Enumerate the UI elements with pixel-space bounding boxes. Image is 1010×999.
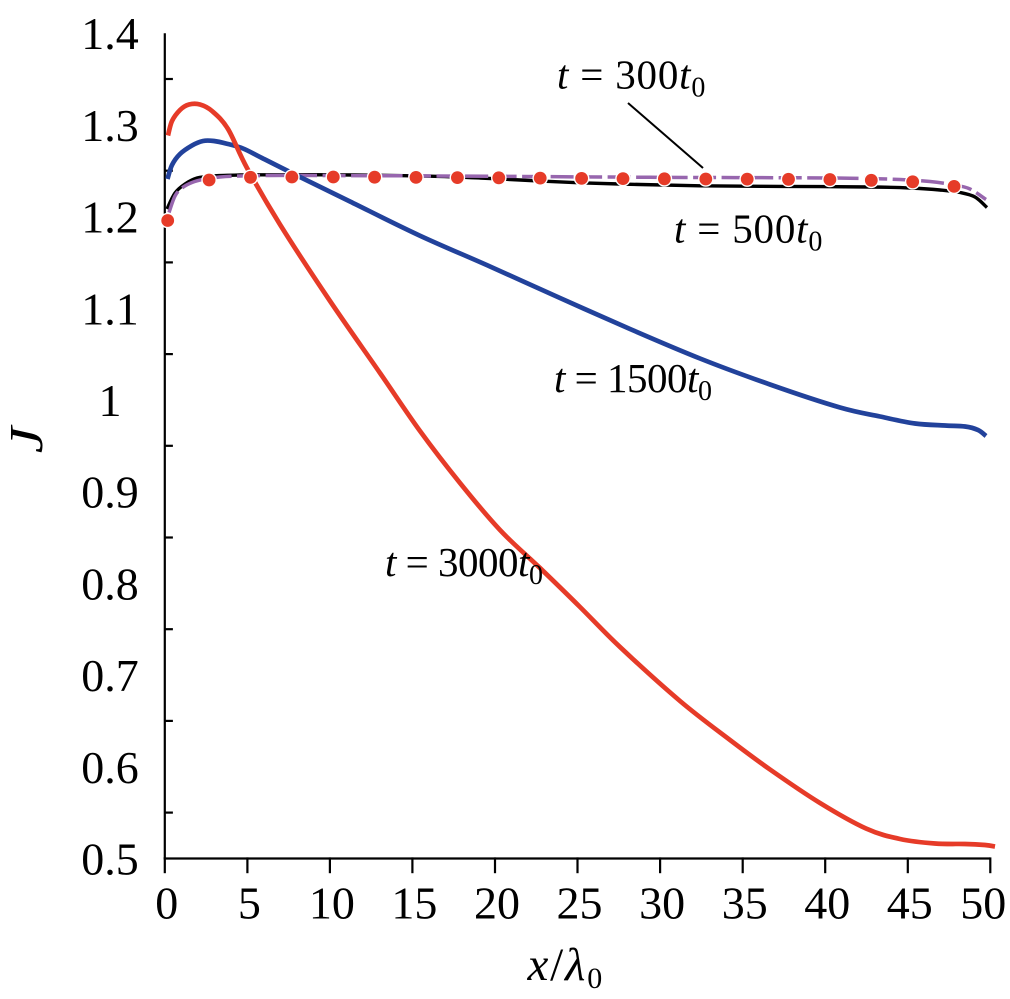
svg-text:45: 45	[887, 878, 933, 929]
svg-text:35: 35	[722, 878, 768, 929]
svg-text:1.3: 1.3	[81, 100, 139, 151]
svg-text:15: 15	[391, 878, 437, 929]
svg-text:50: 50	[960, 878, 1006, 929]
svg-text:5: 5	[238, 878, 261, 929]
svg-text:40: 40	[804, 878, 850, 929]
svg-text:0: 0	[155, 878, 178, 929]
svg-text:J: J	[0, 423, 53, 453]
svg-text:10: 10	[309, 878, 355, 929]
svg-text:0.9: 0.9	[81, 467, 139, 518]
svg-text:t = 300t0: t = 300t0	[557, 52, 706, 104]
svg-text:0.8: 0.8	[81, 558, 139, 609]
svg-text:20: 20	[474, 878, 520, 929]
svg-text:30: 30	[639, 878, 685, 929]
svg-text:0.7: 0.7	[81, 650, 139, 701]
svg-text:1: 1	[99, 375, 122, 426]
svg-text:t = 1500t0: t = 1500t0	[554, 355, 711, 407]
svg-text:0.6: 0.6	[81, 742, 139, 793]
svg-text:1.4: 1.4	[81, 8, 139, 59]
svg-text:25: 25	[557, 878, 603, 929]
svg-text:1.1: 1.1	[81, 283, 139, 334]
svg-text:0.5: 0.5	[81, 834, 139, 885]
svg-text:1.2: 1.2	[81, 192, 139, 243]
svg-text:t = 500t0: t = 500t0	[674, 206, 823, 258]
svg-text:t = 3000t0: t = 3000t0	[385, 539, 542, 591]
